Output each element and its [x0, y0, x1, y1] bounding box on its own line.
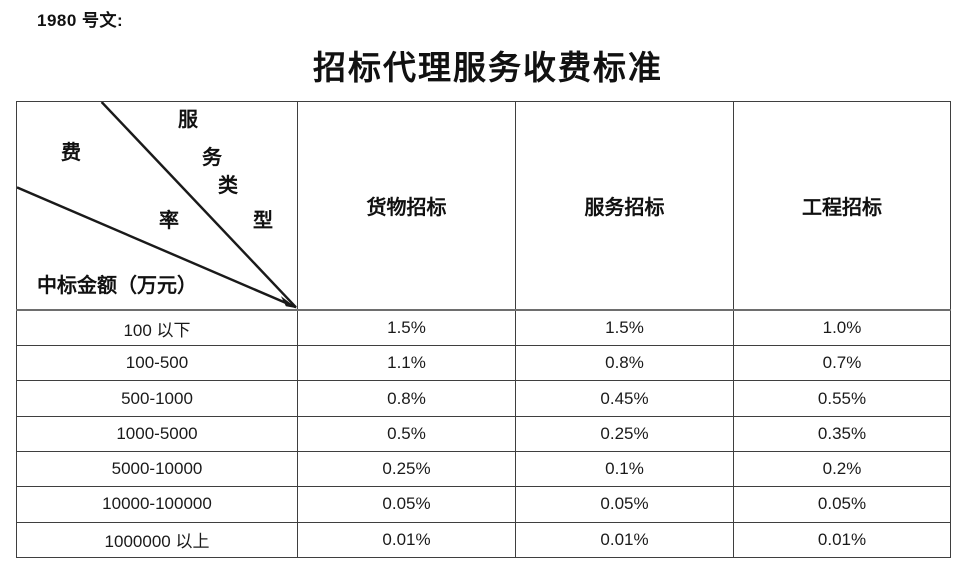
row-range-label: 1000-5000 [16, 415, 298, 453]
rate-value: 1.5% [515, 309, 734, 347]
table-row: 100-500 1.1% 0.8% 0.7% [16, 345, 951, 382]
corner-axis-char: 费 [61, 142, 81, 164]
diagonal-split-lines [17, 102, 297, 309]
column-header-goods: 货物招标 [297, 101, 516, 312]
table-row: 1000-5000 0.5% 0.25% 0.35% [16, 415, 951, 453]
corner-axis-char: 型 [253, 210, 273, 232]
table-row: 5000-10000 0.25% 0.1% 0.2% [16, 451, 951, 488]
row-range-label: 100-500 [16, 345, 298, 382]
rate-value: 0.01% [515, 521, 734, 559]
rate-value: 0.05% [733, 486, 951, 523]
row-range-label: 10000-100000 [16, 486, 298, 523]
rate-value: 0.1% [515, 451, 734, 488]
rate-value: 1.1% [297, 345, 516, 382]
row-range-label: 1000000 以上 [16, 521, 298, 559]
rate-value: 0.05% [515, 486, 734, 523]
column-header-service: 服务招标 [515, 101, 734, 312]
row-range-label: 5000-10000 [16, 451, 298, 488]
corner-axis-char: 类 [218, 175, 238, 197]
column-header-engineering: 工程招标 [733, 101, 951, 312]
table-header-row: 服 费 务 类 率 型 中标金额（万元） 货物招标 服务招标 工程招标 [16, 101, 951, 312]
corner-amount-axis-label: 中标金额（万元） [37, 275, 197, 297]
table-row: 500-1000 0.8% 0.45% 0.55% [16, 380, 951, 417]
rate-value: 0.2% [733, 451, 951, 488]
table-row: 1000000 以上 0.01% 0.01% 0.01% [16, 521, 951, 559]
rate-value: 0.8% [297, 380, 516, 417]
row-range-label: 500-1000 [16, 380, 298, 417]
rate-value: 0.25% [297, 451, 516, 488]
corner-axis-char: 务 [202, 147, 222, 169]
rate-value: 0.45% [515, 380, 734, 417]
doc-number-label: 1980 号文: [37, 11, 124, 30]
rate-value: 1.0% [733, 309, 951, 347]
corner-axis-char: 服 [178, 109, 198, 131]
table-row: 100 以下 1.5% 1.5% 1.0% [16, 309, 951, 347]
rate-value: 0.01% [297, 521, 516, 559]
rate-value: 0.55% [733, 380, 951, 417]
diagonal-header-cell: 服 费 务 类 率 型 中标金额（万元） [16, 101, 298, 312]
rate-value: 0.5% [297, 415, 516, 453]
corner-axis-char: 率 [159, 210, 179, 232]
rate-value: 0.8% [515, 345, 734, 382]
rate-value: 0.7% [733, 345, 951, 382]
page-title: 招标代理服务收费标准 [313, 51, 663, 87]
table-row: 10000-100000 0.05% 0.05% 0.05% [16, 486, 951, 523]
rate-value: 0.01% [733, 521, 951, 559]
rate-value: 0.35% [733, 415, 951, 453]
rate-value: 1.5% [297, 309, 516, 347]
rate-value: 0.05% [297, 486, 516, 523]
fee-standard-table: 服 费 务 类 率 型 中标金额（万元） 货物招标 服务招标 工程招标 100 … [16, 101, 951, 559]
rate-value: 0.25% [515, 415, 734, 453]
row-range-label: 100 以下 [16, 309, 298, 347]
